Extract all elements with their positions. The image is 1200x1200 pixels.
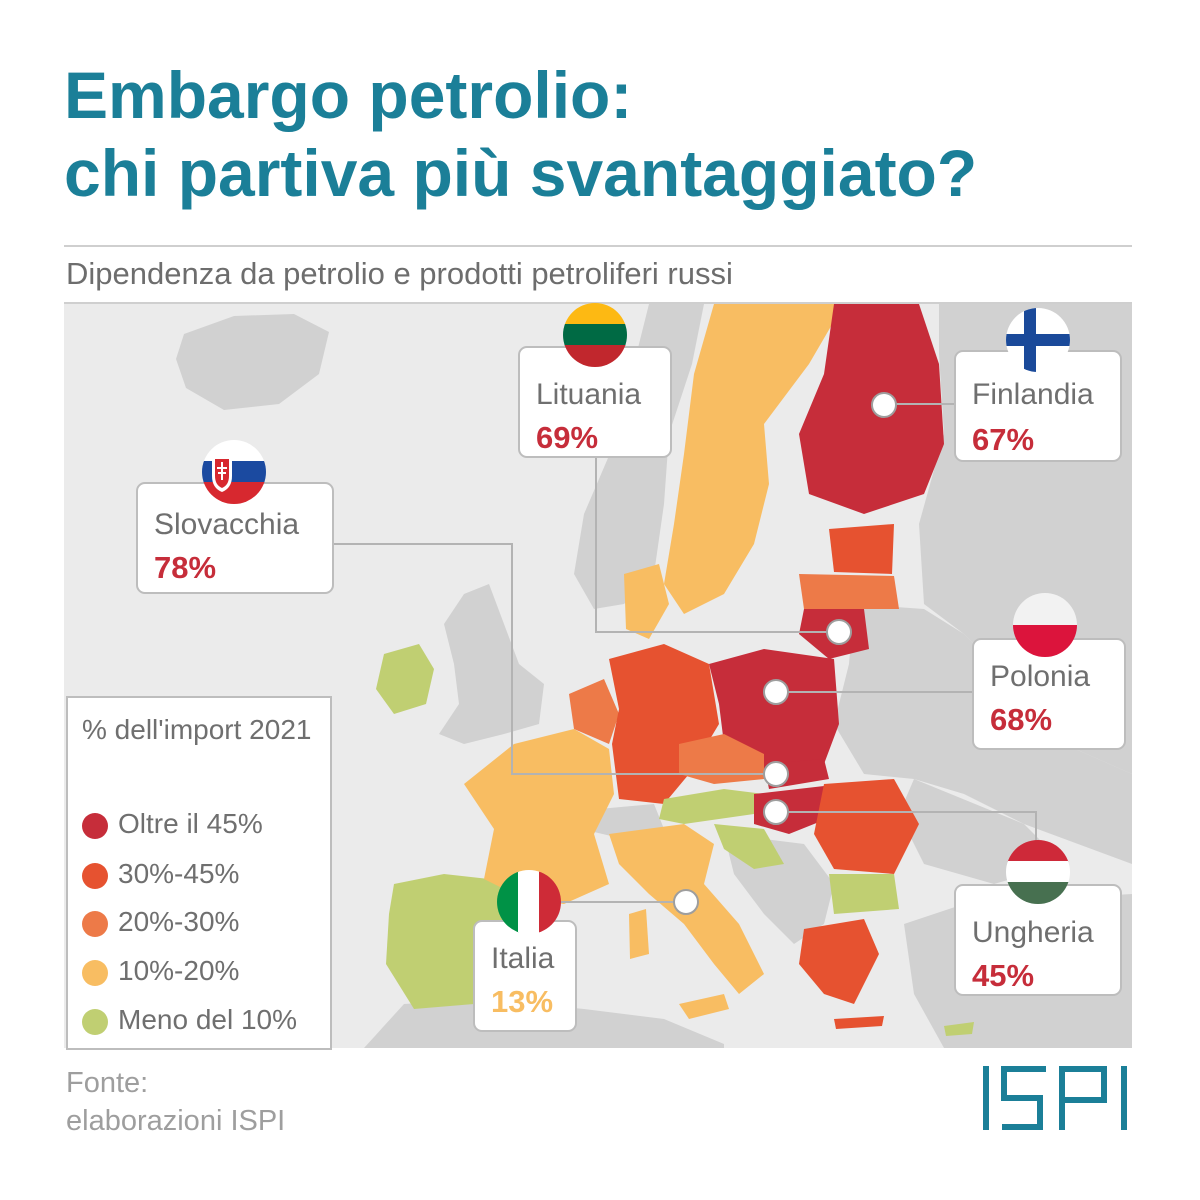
source-text: elaborazioni ISPI — [66, 1105, 286, 1137]
marker-ungheria — [763, 799, 789, 825]
region-sardinia — [629, 909, 649, 959]
callout-finlandia-name: Finlandia — [972, 378, 1094, 411]
source-note: Fonte: elaborazioni ISPI — [66, 1064, 285, 1140]
callout-slovacchia-name: Slovacchia — [154, 508, 300, 541]
slovakia-flag-icon — [202, 440, 266, 504]
callout-polonia-name: Polonia — [990, 660, 1091, 693]
callout-lituania-name: Lituania — [536, 378, 642, 411]
legend: % dell'import 2021 Oltre il 45% 30%-45% … — [66, 696, 332, 1050]
region-denmark — [624, 564, 669, 639]
source-label: Fonte: — [66, 1067, 149, 1099]
region-benelux — [569, 679, 619, 744]
region-greece — [799, 919, 879, 1004]
legend-swatch — [82, 911, 108, 937]
ispi-logo — [980, 1064, 1132, 1137]
page-title-line-1: Embargo petrolio: — [64, 58, 633, 132]
region-ireland — [376, 644, 434, 714]
region-latvia — [799, 574, 899, 609]
legend-label: Meno del 10% — [118, 1004, 298, 1035]
region-sweden — [664, 304, 844, 614]
region-finland — [799, 304, 944, 514]
callout-finlandia-value: 67% — [972, 422, 1035, 457]
region-bulgaria — [829, 874, 899, 914]
callout-slovacchia-value: 78% — [154, 550, 217, 585]
lithuania-flag-icon — [563, 303, 627, 367]
marker-lituania — [826, 619, 852, 645]
region-crete — [834, 1016, 884, 1029]
callout-italia-value: 13% — [491, 984, 554, 1019]
iceland — [176, 314, 329, 410]
region-france — [464, 729, 614, 904]
legend-swatch — [82, 1009, 108, 1035]
marker-polonia — [763, 679, 789, 705]
page-title-line-2: chi partiva più svantaggiato? — [64, 136, 978, 210]
marker-italia — [673, 889, 699, 915]
legend-label: 20%-30% — [118, 906, 240, 937]
italy-flag-icon — [497, 870, 561, 934]
top-divider — [64, 245, 1132, 247]
poland-flag-icon — [1013, 593, 1077, 657]
region-austria — [659, 789, 764, 824]
region-romania — [814, 779, 919, 874]
subtitle: Dipendenza da petrolio e prodotti petrol… — [66, 256, 733, 291]
callout-ungheria-value: 45% — [972, 958, 1035, 993]
great-britain — [439, 584, 544, 744]
callout-ungheria-name: Ungheria — [972, 916, 1094, 949]
region-czechia — [679, 734, 764, 784]
region-estonia — [829, 524, 894, 574]
page-title: Embargo petrolio: chi partiva più svanta… — [64, 56, 1164, 212]
region-sicily — [679, 994, 729, 1019]
callout-italia-name: Italia — [491, 942, 555, 975]
region-slovenia-croatia — [714, 824, 784, 869]
legend-swatch — [82, 863, 108, 889]
marker-slovacchia — [763, 761, 789, 787]
connector-slovacchia — [334, 543, 776, 775]
callout-lituania-value: 69% — [536, 420, 599, 455]
callout-polonia-value: 68% — [990, 702, 1053, 737]
marker-finlandia — [871, 392, 897, 418]
connector-ungheria — [776, 811, 1037, 844]
legend-label: Oltre il 45% — [118, 808, 263, 839]
legend-swatch — [82, 813, 108, 839]
callout-italia: Italia 13% — [473, 920, 577, 1032]
hungary-flag-icon — [1006, 840, 1070, 904]
ispi-logo-mark — [983, 1066, 1127, 1130]
legend-title: % dell'import 2021 — [82, 714, 312, 745]
connector-lituania — [595, 456, 834, 633]
finland-flag-icon — [1006, 308, 1070, 372]
legend-swatch — [82, 960, 108, 986]
region-cyprus — [944, 1022, 974, 1036]
legend-label: 30%-45% — [118, 858, 240, 889]
callout-polonia: Polonia 68% — [972, 638, 1126, 750]
legend-label: 10%-20% — [118, 955, 240, 986]
